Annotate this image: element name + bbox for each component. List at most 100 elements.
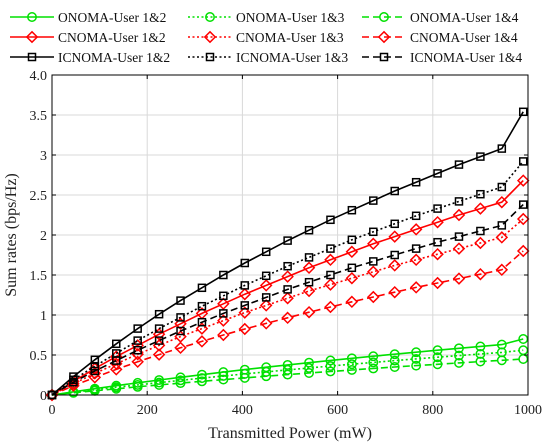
data-point: [69, 377, 78, 387]
legend-entry: ICNOMA-User 1&3: [188, 50, 348, 65]
legend-label: ICNOMA-User 1&4: [410, 50, 522, 65]
data-point: [518, 157, 528, 166]
legend-entry: ICNOMA-User 1&4: [362, 50, 522, 65]
y-tick-label: 0: [40, 389, 47, 404]
legend-marker: [379, 52, 389, 62]
legend-label: ICNOMA-User 1&3: [236, 50, 348, 65]
data-point: [452, 208, 466, 222]
data-point: [304, 225, 314, 235]
legend-label: CNOMA-User 1&4: [410, 30, 518, 45]
legend-marker: [203, 30, 217, 44]
data-point: [195, 335, 209, 348]
data-point: [326, 270, 335, 280]
data-point: [238, 306, 252, 319]
data-point: [217, 314, 230, 327]
data-point: [111, 383, 122, 394]
data-point: [261, 293, 271, 302]
data-point: [240, 281, 250, 290]
legend-entry: ONOMA-User 1&2: [10, 10, 166, 25]
legend-entry: ONOMA-User 1&4: [362, 10, 519, 25]
data-point: [369, 196, 378, 205]
data-point: [132, 381, 143, 392]
data-point: [454, 160, 464, 169]
data-point: [411, 360, 422, 371]
data-point: [432, 352, 443, 363]
data-point: [452, 242, 466, 255]
data-point: [282, 369, 293, 380]
data-point: [433, 204, 442, 213]
x-axis-label: Transmitted Power (mW): [208, 425, 372, 442]
data-point: [476, 189, 485, 199]
series-line: [51, 180, 524, 396]
data-point: [283, 285, 292, 294]
data-point: [411, 177, 421, 187]
y-tick-label: 2: [40, 229, 47, 244]
data-point: [196, 373, 207, 384]
data-point: [516, 212, 530, 226]
data-point: [518, 354, 529, 364]
series-line: [51, 250, 524, 396]
data-point: [411, 347, 422, 358]
data-point: [152, 348, 166, 361]
data-point: [454, 197, 464, 206]
data-point: [516, 244, 530, 258]
data-point: [518, 334, 529, 344]
data-point: [347, 205, 357, 215]
legend-label: ICNOMA-User 1&2: [58, 50, 170, 65]
data-point: [474, 267, 487, 281]
x-tick-label: 200: [137, 403, 158, 418]
legend-entry: CNOMA-User 1&3: [188, 30, 344, 45]
series-cnoma-user-1-4: [45, 244, 530, 402]
data-point: [261, 271, 271, 281]
data-point: [261, 371, 272, 382]
data-point: [454, 343, 464, 354]
data-point: [175, 378, 186, 389]
data-point: [239, 372, 250, 383]
data-point: [240, 301, 250, 310]
data-point: [281, 291, 294, 305]
data-point: [368, 351, 379, 362]
data-point: [304, 253, 314, 262]
data-point: [302, 261, 316, 275]
data-point: [409, 253, 423, 267]
data-point: [131, 355, 144, 369]
data-point: [497, 221, 507, 230]
data-point: [195, 322, 209, 335]
data-point: [197, 283, 207, 293]
data-point: [390, 186, 399, 196]
y-axis-label: Sum rates (bps/Hz): [3, 173, 20, 297]
series-line: [51, 338, 524, 396]
data-point: [518, 107, 528, 117]
data-point: [409, 281, 423, 294]
data-point: [475, 356, 486, 367]
legend-label: ONOMA-User 1&3: [236, 10, 345, 25]
legend-label: ONOMA-User 1&2: [58, 10, 166, 25]
data-point: [112, 339, 121, 349]
data-point: [259, 317, 273, 330]
legend-marker: [27, 12, 37, 22]
data-point: [476, 226, 485, 236]
data-point: [454, 232, 464, 241]
data-point: [112, 356, 121, 365]
y-tick-label: 1: [40, 309, 47, 324]
data-point: [474, 202, 487, 215]
data-point: [411, 244, 421, 253]
data-point: [345, 245, 359, 259]
data-point: [346, 365, 357, 375]
data-point: [217, 297, 230, 311]
data-point: [388, 285, 401, 299]
data-point: [454, 357, 464, 368]
data-point: [324, 278, 337, 291]
data-point: [304, 368, 314, 378]
data-point: [282, 359, 293, 370]
data-point: [324, 300, 337, 314]
legend-label: ONOMA-User 1&4: [410, 10, 519, 25]
data-point: [283, 236, 292, 245]
data-point: [347, 263, 357, 273]
data-point: [432, 359, 443, 370]
ticks: 0 200 400 600 800 1000 0 0.5 1 1.5 2 2.5 3 3.5 4.0: [30, 69, 543, 418]
legend-marker: [377, 30, 391, 44]
x-tick-label: 1000: [514, 403, 542, 418]
y-tick-label: 2.5: [30, 189, 48, 204]
